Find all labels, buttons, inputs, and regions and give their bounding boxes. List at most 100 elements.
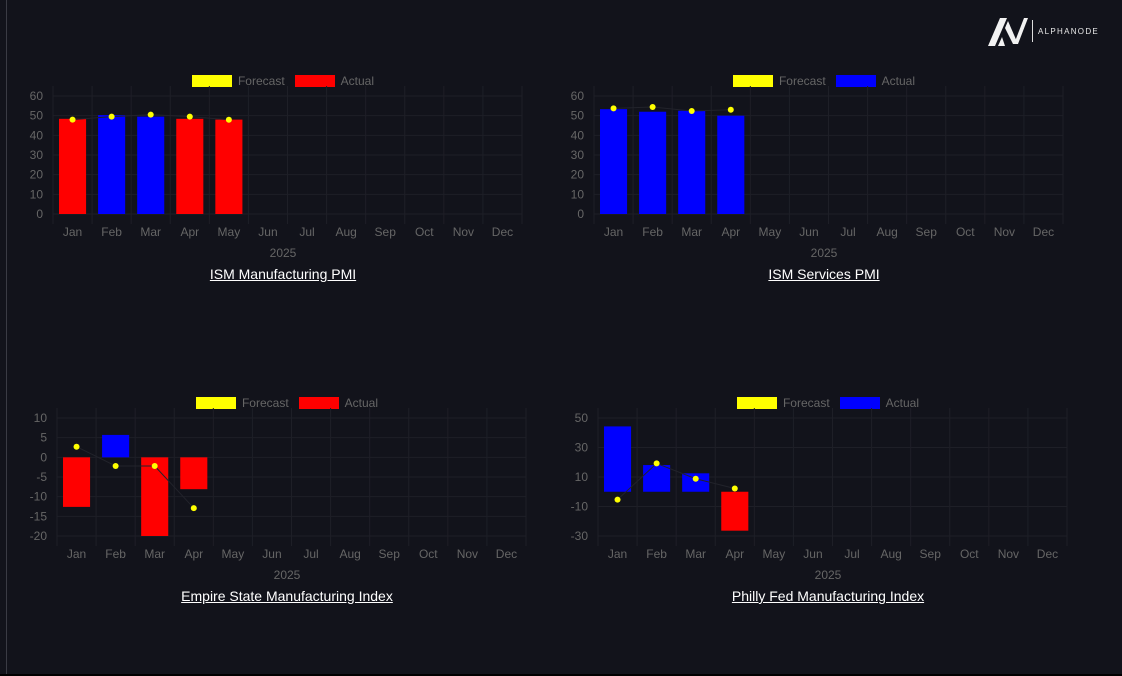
forecast-point <box>610 105 617 112</box>
forecast-point <box>225 116 232 123</box>
forecast-point <box>649 104 656 111</box>
actual-bar <box>678 110 706 214</box>
actual-bar <box>98 115 126 214</box>
x-tick-label: Apr <box>721 225 740 239</box>
y-tick-label: 10 <box>30 187 44 201</box>
chart-plot: -20 -15 -10 -5 0 5 10 Jan Feb Mar Apr May Jun Jul Aug S… <box>30 408 527 561</box>
forecast-point <box>653 460 660 467</box>
x-tick-label: Sep <box>375 225 397 239</box>
actual-bar <box>63 457 91 507</box>
x-axis-label: 2025 <box>814 568 842 582</box>
forecast-swatch <box>732 75 773 87</box>
legend: Forecast Actual <box>554 74 1094 88</box>
y-tick-label: 50 <box>571 109 585 123</box>
legend: Forecast Actual <box>13 74 553 88</box>
x-tick-label: Jun <box>262 547 281 561</box>
y-tick-label: -5 <box>36 470 47 484</box>
y-tick-label: -10 <box>571 500 589 514</box>
y-tick-label: 30 <box>30 148 44 162</box>
legend-item-actual[interactable]: Actual <box>839 396 919 410</box>
legend-label: Actual <box>881 74 916 88</box>
y-tick-label: 0 <box>577 207 584 221</box>
actual-bar <box>717 115 745 214</box>
y-tick-label: 20 <box>30 168 44 182</box>
legend-item-actual[interactable]: Actual <box>298 396 379 410</box>
x-tick-label: Oct <box>419 547 438 561</box>
forecast-point <box>151 462 158 469</box>
forecast-swatch <box>191 75 232 87</box>
chart-plot: -30 -10 10 30 50 Jan Feb Mar Apr May Jun Jul Aug Sep O… <box>571 408 1068 561</box>
x-tick-label: Dec <box>1037 547 1058 561</box>
x-tick-label: Sep <box>379 547 401 561</box>
chart-plot: 0 10 20 30 40 50 60 Jan Feb Mar Apr May Jun Jul Aug Sep… <box>30 86 523 239</box>
x-tick-label: Aug <box>876 225 897 239</box>
forecast-point <box>186 113 193 120</box>
actual-bar <box>102 434 130 458</box>
forecast-point <box>727 106 734 113</box>
legend-item-actual[interactable]: Actual <box>294 74 374 88</box>
chart-title[interactable]: Empire State Manufacturing Index <box>181 588 393 604</box>
chart-title[interactable]: Philly Fed Manufacturing Index <box>731 588 925 604</box>
x-tick-label: Jul <box>303 547 318 561</box>
actual-bar <box>215 119 243 214</box>
legend: Forecast Actual <box>17 396 557 410</box>
legend-item-forecast[interactable]: Forecast <box>195 396 289 410</box>
x-tick-label: Aug <box>880 547 901 561</box>
actual-bar <box>180 457 208 490</box>
x-tick-label: Jan <box>604 225 623 239</box>
legend-label: Forecast <box>778 74 826 88</box>
y-tick-label: 30 <box>571 148 585 162</box>
forecast-point <box>73 443 80 450</box>
x-tick-label: Dec <box>496 547 517 561</box>
x-tick-label: Jun <box>803 547 822 561</box>
forecast-line <box>76 446 195 509</box>
forecast-swatch <box>195 397 236 409</box>
brand-logo: ALPHANODE <box>988 16 1099 46</box>
y-tick-label: 20 <box>571 168 585 182</box>
x-tick-label: Sep <box>920 547 942 561</box>
y-tick-label: 50 <box>30 109 44 123</box>
forecast-point <box>112 462 119 469</box>
actual-bar <box>59 118 87 214</box>
y-tick-label: 0 <box>36 207 43 221</box>
forecast-line <box>613 106 731 112</box>
legend-item-forecast[interactable]: Forecast <box>191 74 285 88</box>
actual-bar <box>137 116 165 214</box>
x-tick-label: May <box>218 225 241 239</box>
x-tick-label: Nov <box>453 225 474 239</box>
y-tick-label: -30 <box>571 529 589 543</box>
alphanode-logo-icon <box>988 18 1028 46</box>
chart-3: Forecast Actual 2025 Empire State Manufa… <box>17 392 557 622</box>
y-tick-label: -15 <box>30 509 48 523</box>
actual-bar <box>176 118 204 214</box>
x-tick-label: Feb <box>105 547 126 561</box>
forecast-point <box>614 496 621 503</box>
x-tick-label: May <box>759 225 782 239</box>
chart-plot: 0 10 20 30 40 50 60 Jan Feb Mar Apr May Jun Jul Aug Sep… <box>571 86 1064 239</box>
forecast-point <box>190 505 197 512</box>
y-tick-label: 0 <box>40 450 47 464</box>
chart-title[interactable]: ISM Services PMI <box>768 266 880 282</box>
actual-bar <box>682 473 710 492</box>
actual-swatch <box>298 397 339 409</box>
actual-swatch <box>294 75 335 87</box>
legend-item-forecast[interactable]: Forecast <box>732 74 826 88</box>
legend-label: Actual <box>344 396 379 410</box>
chart-title[interactable]: ISM Manufacturing PMI <box>209 266 357 282</box>
x-tick-label: Feb <box>646 547 667 561</box>
legend-item-forecast[interactable]: Forecast <box>736 396 830 410</box>
actual-bar <box>721 491 749 531</box>
x-tick-label: Feb <box>642 225 663 239</box>
actual-bar <box>600 109 628 214</box>
forecast-swatch <box>736 397 777 409</box>
legend-label: Forecast <box>241 396 289 410</box>
y-tick-label: 50 <box>575 411 589 425</box>
forecast-line <box>617 462 735 500</box>
legend-item-actual[interactable]: Actual <box>835 74 916 88</box>
y-tick-label: 60 <box>571 89 585 103</box>
y-tick-label: -20 <box>30 529 48 543</box>
x-tick-label: Oct <box>956 225 975 239</box>
x-axis-label: 2025 <box>269 246 297 260</box>
x-tick-label: Mar <box>685 547 706 561</box>
x-tick-label: Oct <box>415 225 434 239</box>
